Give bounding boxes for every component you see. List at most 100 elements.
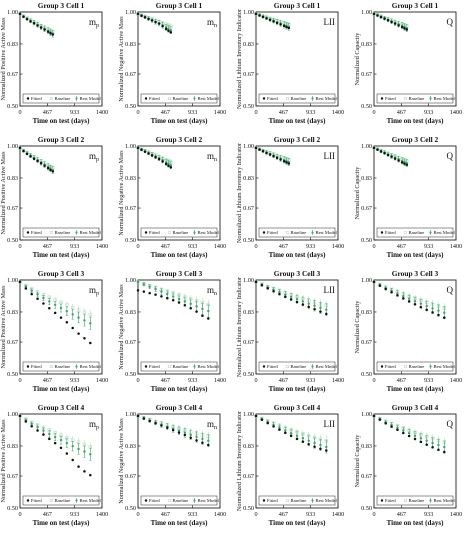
variable-name: Q [447, 17, 454, 27]
fitted-point [136, 289, 140, 292]
legend-label-best-model: Best Model [434, 230, 456, 235]
legend-best-model-marker [193, 499, 196, 502]
legend-box [22, 361, 100, 372]
variable-name: m [89, 17, 96, 27]
best-model-point [59, 438, 63, 442]
fitted-point [295, 300, 299, 304]
fitted-point [378, 418, 382, 421]
y-tick-label: 0.67 [7, 473, 18, 480]
variable-label: mp [89, 419, 99, 431]
fitted-point [278, 292, 281, 296]
fitted-point [59, 446, 63, 450]
fitted-point [443, 450, 446, 454]
variable-subscript: n [214, 157, 217, 163]
x-tick-label: 467 [279, 377, 288, 384]
fitted-point [275, 21, 279, 25]
legend-label-best-model: Best Model [198, 364, 220, 369]
best-model-point [65, 310, 69, 313]
x-tick-label: 0 [136, 511, 139, 518]
best-model-point [53, 435, 57, 439]
plot-frame [373, 413, 457, 509]
legend: Fitted Baseline Best Model [140, 361, 220, 372]
panel-title: Group 3 Cell 3 [274, 269, 321, 278]
x-tick-label: 467 [161, 109, 170, 116]
fitted-point [254, 414, 258, 418]
x-axis-label: Time on test (days) [151, 117, 209, 125]
best-model-point [160, 290, 163, 293]
y-tick-label: 0.67 [243, 339, 254, 346]
legend-best-model-marker [193, 97, 196, 100]
best-model-point [154, 288, 157, 291]
legend: Fitted Baseline Best Model [258, 361, 338, 372]
fitted-point [89, 341, 92, 345]
legend-label-fitted: Fitted [267, 498, 278, 503]
legend-fitted-marker [144, 499, 148, 502]
panel-2-4: Group 3 Cell 2 0 467 933 1400 0.50 0.67 0.83 1.0… [354, 135, 462, 259]
y-tick-label: 1.00 [361, 9, 372, 16]
panel-1-2: Group 3 Cell 1 0 467 933 1400 0.50 0.67 0.83 1.0… [118, 1, 226, 125]
variable-name: Q [447, 419, 454, 429]
legend-baseline-marker [403, 364, 407, 368]
fitted-point [287, 26, 291, 30]
variable-name: LII [324, 151, 336, 161]
fitted-point [177, 301, 181, 304]
y-tick-label: 1.00 [361, 277, 372, 284]
legend-fitted-marker [262, 365, 266, 368]
best-model-point [396, 426, 399, 430]
y-tick-label: 0.67 [7, 205, 18, 212]
x-tick-label: 1400 [332, 109, 344, 116]
y-tick-label: 0.83 [361, 175, 372, 182]
fitted-point [183, 433, 187, 437]
variable-label: LII [324, 419, 336, 429]
fitted-point [386, 153, 390, 157]
fitted-point [275, 156, 279, 160]
legend-label-fitted: Fitted [267, 230, 278, 235]
x-axis-label: Time on test (days) [33, 251, 91, 259]
variable-name: Q [447, 151, 454, 161]
fitted-point [396, 294, 399, 297]
fitted-point [42, 302, 45, 305]
fitted-point [287, 162, 291, 165]
fitted-point [437, 313, 440, 317]
y-tick-label: 1.00 [243, 277, 254, 284]
legend-label-best-model: Best Model [316, 96, 338, 101]
fitted-point [83, 470, 86, 473]
x-tick-label: 1400 [332, 243, 344, 250]
fitted-point [386, 19, 390, 22]
y-tick-label: 0.50 [243, 371, 254, 378]
fitted-point [301, 440, 305, 443]
y-axis-label: Normalized Lithium Inventory Indicator [236, 9, 243, 109]
fitted-point [258, 148, 261, 151]
fitted-point [140, 14, 143, 18]
y-tick-label: 0.67 [7, 71, 18, 78]
legend-fitted-marker [262, 97, 266, 100]
fitted-point [148, 291, 151, 295]
x-tick-label: 0 [18, 243, 21, 250]
y-tick-label: 0.83 [243, 175, 254, 182]
y-tick-label: 0.67 [361, 473, 372, 480]
best-model-point [425, 439, 428, 442]
fitted-point [307, 443, 310, 446]
y-tick-label: 1.00 [243, 9, 254, 16]
legend-label-baseline: Baseline [173, 230, 189, 235]
best-model-point [89, 322, 92, 325]
best-model-point [53, 303, 57, 307]
variable-label: mn [207, 17, 217, 29]
legend-baseline-marker [49, 498, 53, 502]
fitted-point [313, 445, 316, 448]
fitted-point [254, 146, 258, 150]
best-model-point [42, 429, 45, 432]
legend-label-fitted: Fitted [149, 230, 160, 235]
fitted-point [171, 299, 175, 302]
legend-baseline-marker [403, 498, 407, 502]
x-tick-label: 467 [161, 243, 170, 250]
fitted-point [289, 434, 293, 438]
best-model-point [207, 309, 210, 313]
best-model-point [407, 297, 411, 300]
best-model-point [71, 313, 74, 316]
legend-label-fitted: Fitted [149, 96, 160, 101]
fitted-point [46, 30, 50, 33]
panel-title: Group 3 Cell 4 [38, 403, 85, 412]
best-model-point [301, 300, 305, 303]
